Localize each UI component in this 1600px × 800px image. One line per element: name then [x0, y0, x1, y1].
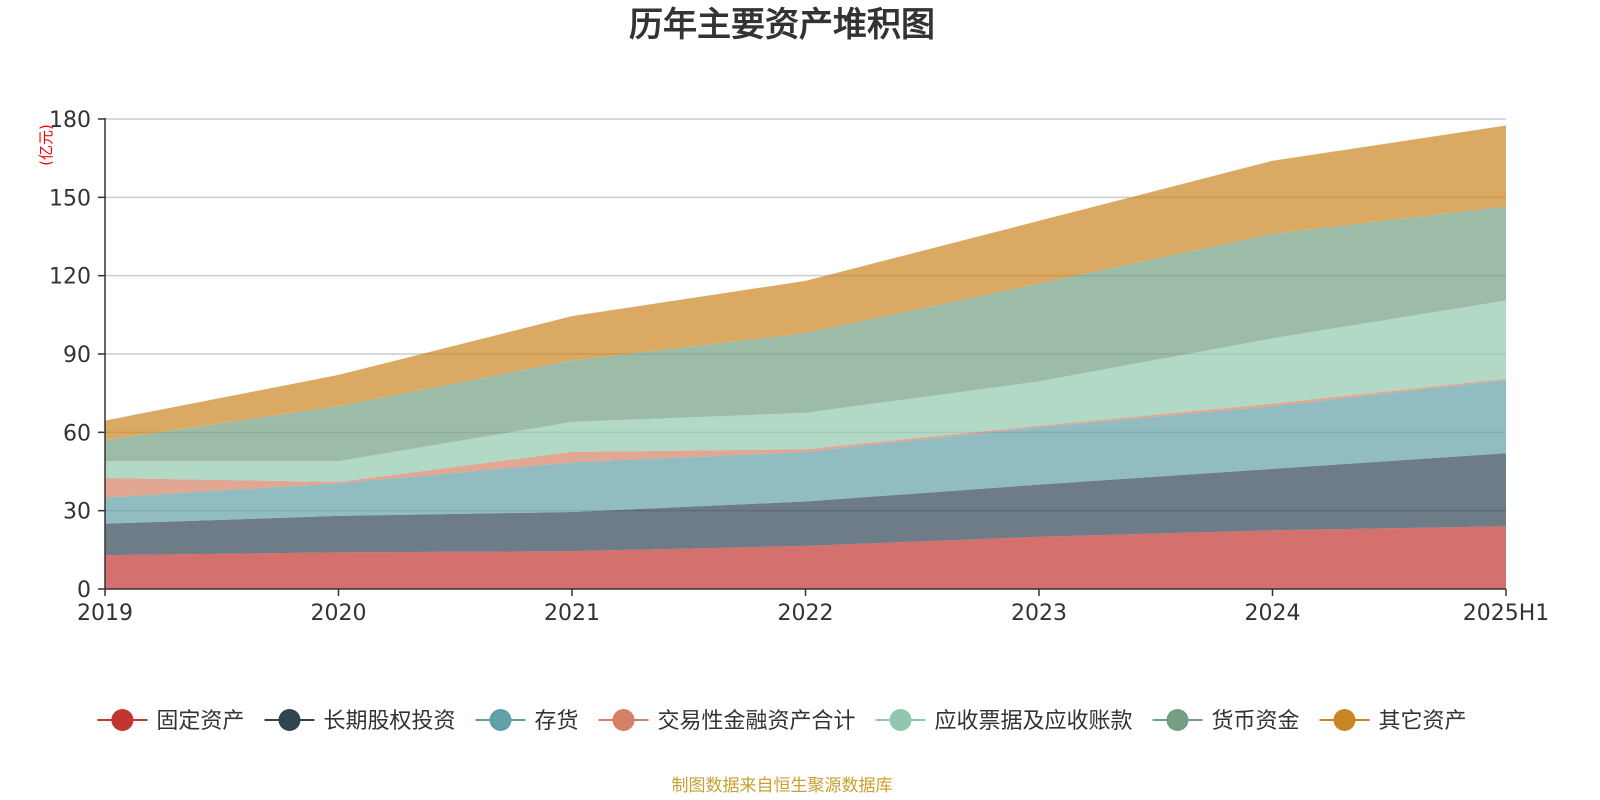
y-tick-label: 0 — [77, 578, 91, 603]
y-axis-unit: (亿元) — [37, 124, 55, 166]
x-tick-label: 2025H1 — [1463, 601, 1550, 626]
axes: 0 30 60 90 120 150 180 2019 2020 2021 2022 2023 2024… — [49, 108, 1549, 626]
legend-item-5[interactable]: 货币资金 — [1152, 709, 1300, 734]
legend-label: 交易性金融资产合计 — [658, 709, 856, 734]
x-tick-label: 2024 — [1245, 601, 1301, 626]
x-tick-label: 2019 — [77, 601, 133, 626]
legend-label: 固定资产 — [156, 709, 244, 734]
legend-item-4[interactable]: 应收票据及应收账款 — [875, 709, 1133, 734]
y-tick-label: 180 — [49, 108, 91, 133]
area-5[interactable] — [105, 206, 1506, 462]
legend-marker — [111, 709, 134, 731]
legend-marker — [889, 709, 912, 731]
legend-label: 长期股权投资 — [324, 709, 456, 734]
area-2[interactable] — [105, 380, 1506, 524]
y-tick-label: 120 — [49, 265, 91, 290]
y-tick-label: 30 — [63, 500, 91, 525]
x-tick-label: 2023 — [1011, 601, 1067, 626]
area-0[interactable] — [105, 526, 1506, 589]
x-tick-label: 2021 — [544, 601, 600, 626]
legend-item-1[interactable]: 长期股权投资 — [264, 709, 456, 734]
area-4[interactable] — [105, 300, 1506, 482]
legend-label: 应收票据及应收账款 — [935, 709, 1133, 734]
legend-item-2[interactable]: 存货 — [475, 709, 579, 734]
legend-marker — [278, 709, 301, 731]
x-tick-label: 2020 — [311, 601, 367, 626]
y-tick-label: 60 — [63, 421, 91, 446]
legend[interactable]: 固定资产 长期股权投资 存货 交易性金融资产合计 应收票据及应收账款 货币资金 其它资产 — [97, 709, 1467, 734]
legend-marker — [1166, 709, 1189, 731]
legend-item-3[interactable]: 交易性金融资产合计 — [598, 709, 856, 734]
legend-label: 其它资产 — [1379, 709, 1467, 734]
y-tick-label: 150 — [49, 186, 91, 211]
legend-item-6[interactable]: 其它资产 — [1319, 709, 1467, 734]
area-series — [105, 125, 1506, 589]
legend-marker — [489, 709, 512, 731]
area-1[interactable] — [105, 453, 1506, 556]
legend-label: 货币资金 — [1212, 709, 1300, 734]
area-6[interactable] — [105, 125, 1506, 441]
legend-marker — [1333, 709, 1356, 731]
source-note: 制图数据来自恒生聚源数据库 — [672, 776, 893, 796]
y-tick-label: 90 — [63, 343, 91, 368]
legend-label: 存货 — [535, 709, 579, 734]
legend-marker — [612, 709, 635, 731]
x-tick-label: 2022 — [778, 601, 834, 626]
chart-title: 历年主要资产堆积图 — [629, 5, 935, 45]
legend-item-0[interactable]: 固定资产 — [97, 709, 244, 734]
area-3[interactable] — [105, 378, 1506, 498]
